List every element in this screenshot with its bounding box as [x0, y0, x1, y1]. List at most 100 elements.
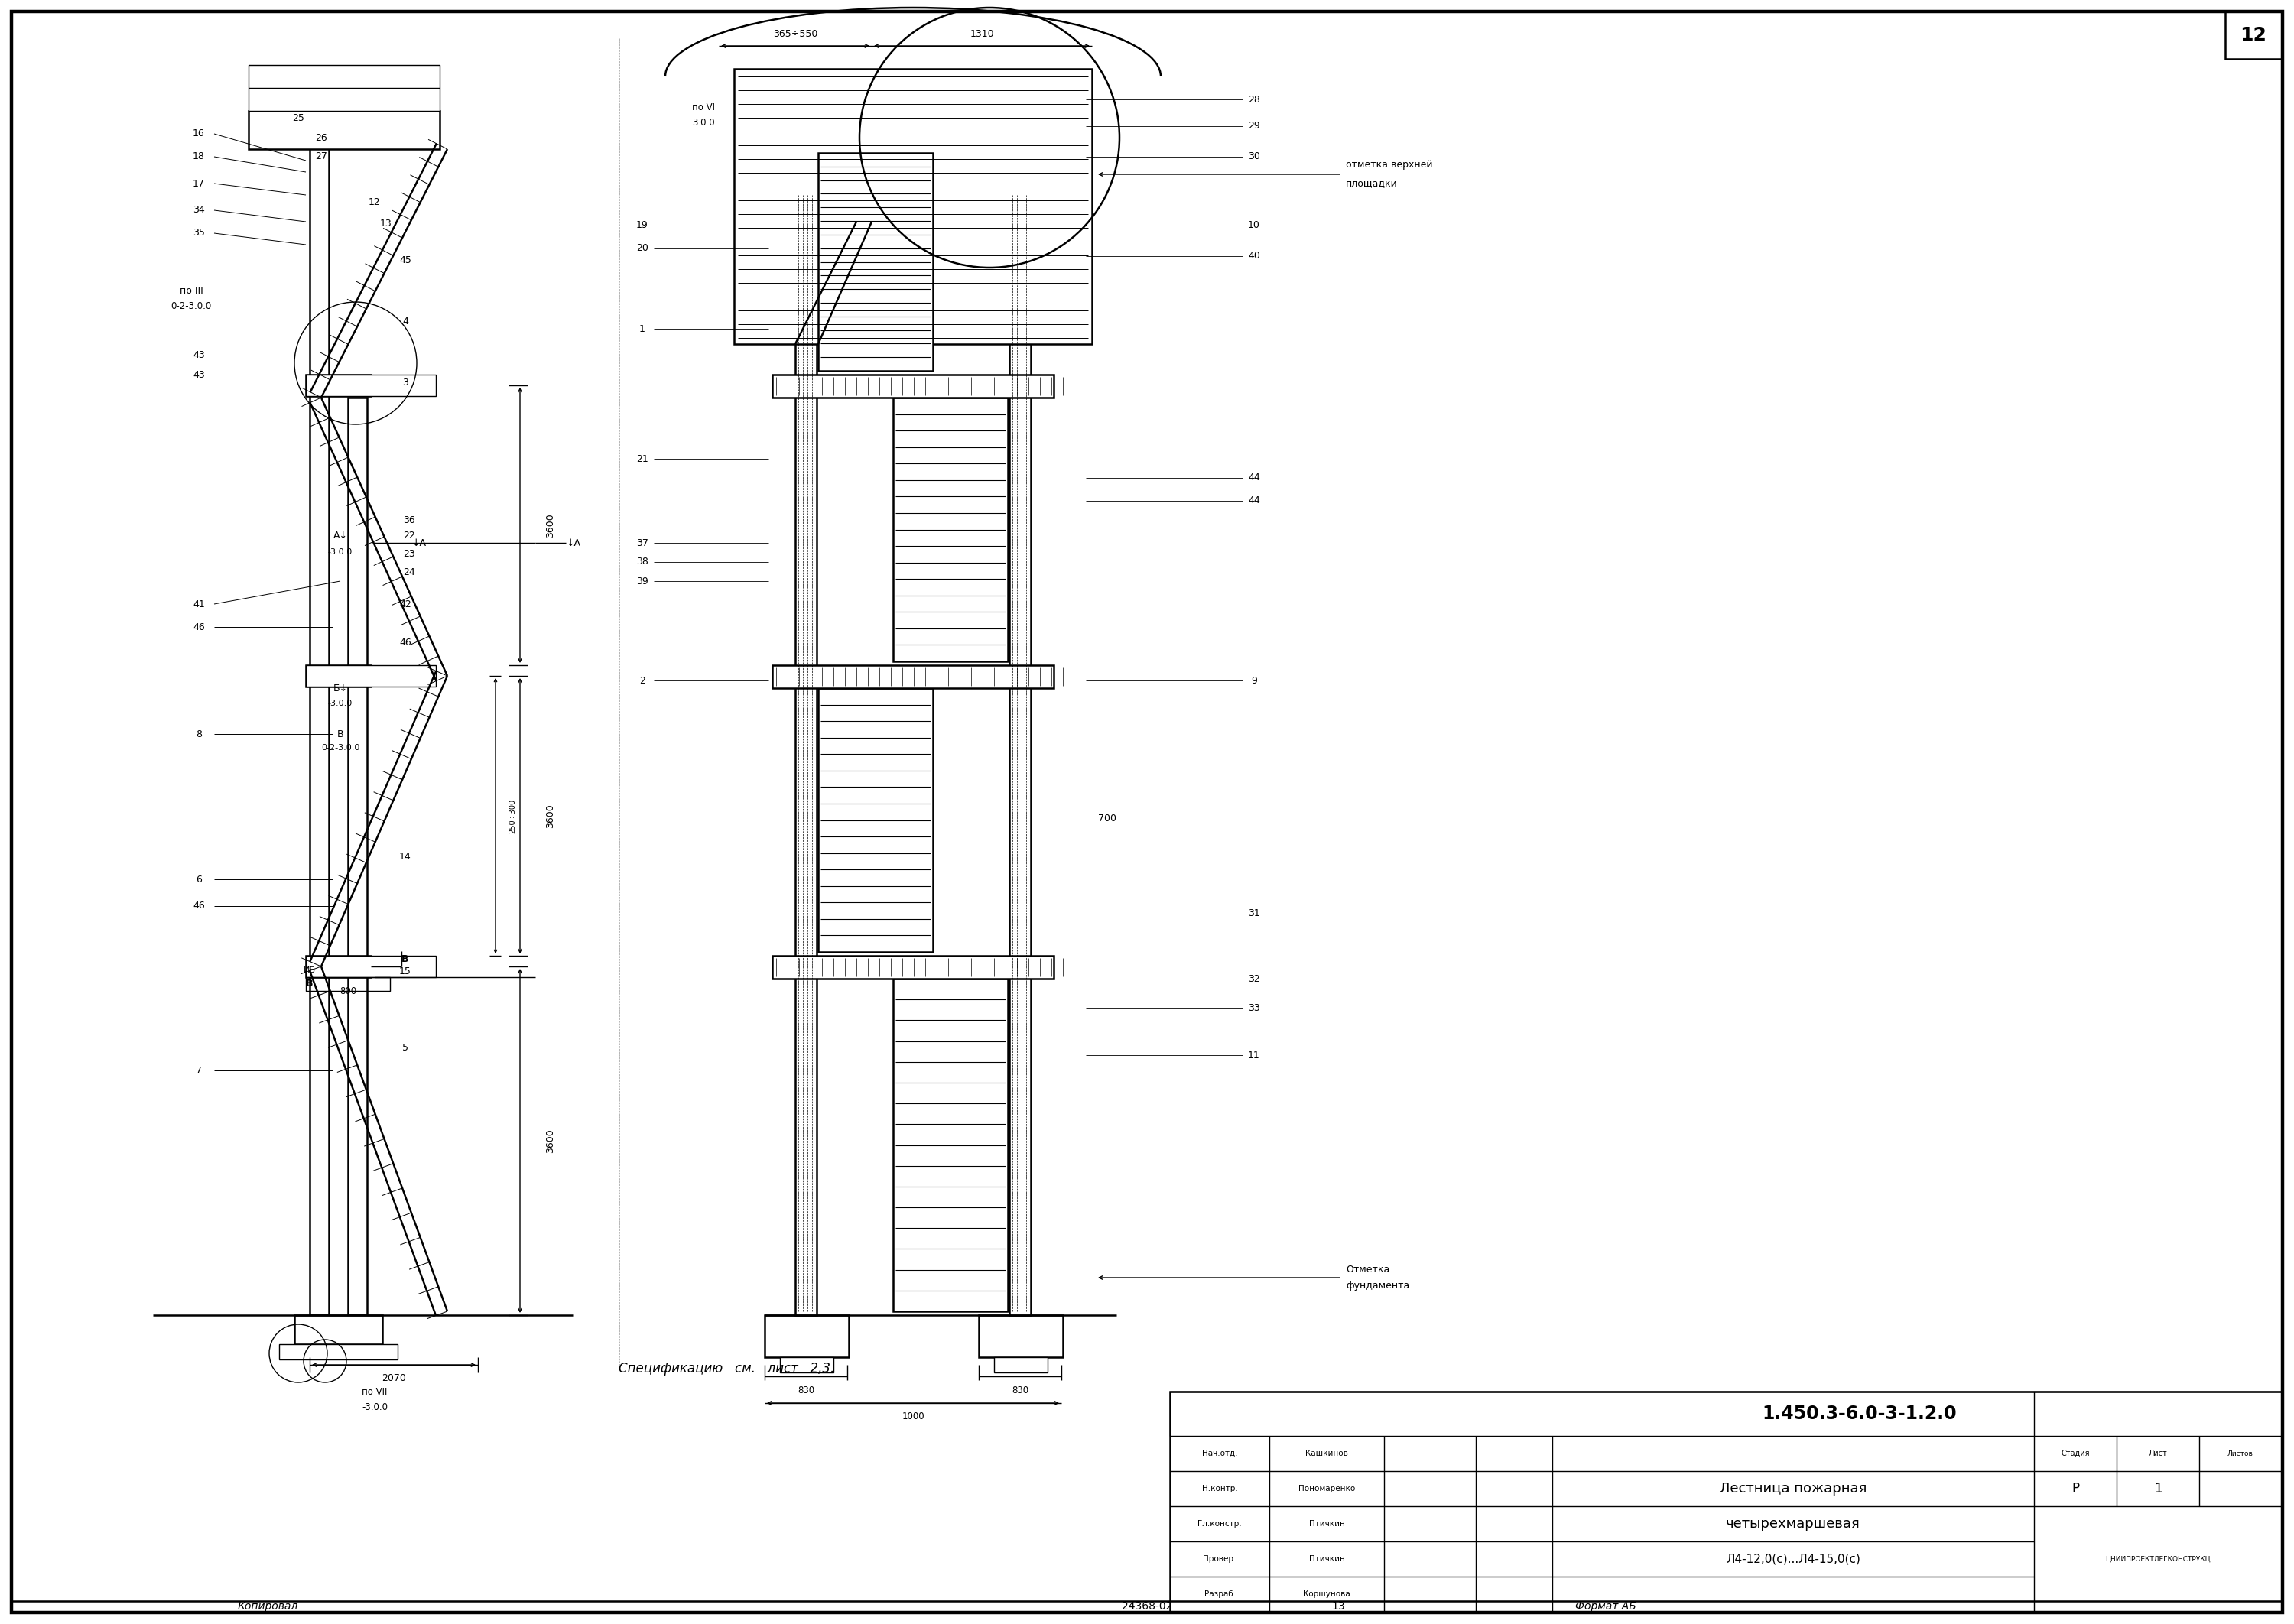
- Bar: [764, 1315, 849, 1358]
- Text: по VII: по VII: [362, 1387, 388, 1397]
- Text: 12: 12: [2241, 26, 2266, 44]
- Text: Гл.констр.: Гл.констр.: [1197, 1520, 1241, 1528]
- Bar: [305, 957, 436, 978]
- Text: ИБ: ИБ: [303, 966, 317, 974]
- Text: 36: 36: [404, 515, 415, 525]
- Text: 830: 830: [798, 1385, 814, 1395]
- Text: 40: 40: [1248, 252, 1259, 261]
- Bar: [305, 375, 436, 396]
- Text: 3600: 3600: [546, 513, 555, 538]
- Text: 28: 28: [1248, 94, 1259, 104]
- Bar: [892, 979, 1007, 1311]
- Text: 43: 43: [193, 370, 204, 380]
- Text: 0-2-3.0.0: 0-2-3.0.0: [321, 744, 360, 752]
- Bar: [1170, 1392, 2283, 1613]
- Text: -3.0.0: -3.0.0: [362, 1402, 388, 1411]
- Text: 33: 33: [1248, 1002, 1259, 1013]
- Text: фундамента: фундамента: [1347, 1281, 1409, 1291]
- Text: A↓: A↓: [333, 531, 349, 541]
- Bar: [305, 666, 436, 687]
- Text: Спецификацию   см.   лист   2,3.: Спецификацию см. лист 2,3.: [619, 1363, 835, 1376]
- Text: 46: 46: [193, 901, 204, 911]
- Text: 23: 23: [404, 549, 415, 559]
- Text: Кашкинов: Кашкинов: [1305, 1450, 1349, 1457]
- Text: B: B: [337, 729, 344, 739]
- Text: 15: 15: [399, 966, 411, 976]
- Bar: [892, 398, 1007, 661]
- Text: 29: 29: [1248, 122, 1259, 132]
- Text: -3.0.0: -3.0.0: [328, 700, 353, 706]
- Text: 17: 17: [193, 179, 204, 188]
- Text: 27: 27: [314, 151, 328, 162]
- Bar: [980, 1315, 1062, 1358]
- Text: 34: 34: [193, 205, 204, 216]
- Text: отметка верхней: отметка верхней: [1347, 159, 1431, 169]
- Text: Копировал: Копировал: [236, 1601, 298, 1611]
- Text: ↓A: ↓A: [567, 538, 580, 547]
- Text: площадки: площадки: [1347, 179, 1397, 188]
- Text: 6: 6: [195, 874, 202, 883]
- Text: 43: 43: [193, 351, 204, 361]
- Bar: [248, 110, 440, 149]
- Text: Стадия: Стадия: [2060, 1450, 2090, 1457]
- Bar: [248, 65, 440, 110]
- Text: 32: 32: [1248, 974, 1259, 984]
- Text: B: B: [305, 978, 314, 989]
- Text: 30: 30: [1248, 151, 1259, 162]
- Text: по III: по III: [179, 286, 202, 296]
- Bar: [294, 1315, 383, 1345]
- Text: 26: 26: [314, 133, 328, 143]
- Bar: [773, 957, 1053, 979]
- Bar: [773, 666, 1053, 689]
- Text: 12: 12: [369, 198, 381, 208]
- Bar: [796, 192, 817, 1315]
- Text: 1.450.3-6.0-3-1.2.0: 1.450.3-6.0-3-1.2.0: [1762, 1405, 1957, 1423]
- Text: 35: 35: [193, 229, 204, 239]
- Text: 31: 31: [1248, 909, 1259, 919]
- Text: 14: 14: [399, 851, 411, 861]
- Bar: [734, 68, 1092, 344]
- Text: 2070: 2070: [381, 1372, 406, 1382]
- Text: -3.0.0: -3.0.0: [328, 549, 353, 555]
- Bar: [305, 957, 372, 978]
- Text: четырехмаршевая: четырехмаршевая: [1725, 1517, 1860, 1531]
- Text: 22: 22: [404, 531, 415, 541]
- Text: 250÷300: 250÷300: [509, 799, 516, 833]
- Bar: [773, 375, 1053, 398]
- Text: Провер.: Провер.: [1202, 1556, 1236, 1562]
- Text: 46: 46: [399, 637, 411, 648]
- Text: 20: 20: [635, 244, 649, 253]
- Text: 13: 13: [1331, 1601, 1344, 1611]
- Text: Лист: Лист: [2149, 1450, 2168, 1457]
- Bar: [305, 375, 372, 396]
- Text: 19: 19: [635, 221, 649, 231]
- Text: 365÷550: 365÷550: [773, 29, 817, 39]
- Bar: [310, 110, 328, 1315]
- Text: 13: 13: [381, 218, 392, 229]
- Text: 25: 25: [291, 114, 305, 123]
- Bar: [819, 689, 934, 952]
- Text: 10: 10: [1248, 221, 1259, 231]
- Text: 1: 1: [2154, 1481, 2161, 1496]
- Text: 9: 9: [1250, 676, 1257, 685]
- Bar: [2225, 11, 2283, 58]
- Text: 24: 24: [404, 567, 415, 577]
- Text: 39: 39: [635, 577, 649, 586]
- Bar: [349, 398, 367, 1315]
- Text: Листов: Листов: [2227, 1450, 2253, 1457]
- Text: 1310: 1310: [970, 29, 993, 39]
- Text: 42: 42: [399, 599, 411, 609]
- Text: 4: 4: [401, 317, 408, 326]
- Text: 2: 2: [640, 676, 645, 685]
- Text: Н.контр.: Н.контр.: [1202, 1484, 1236, 1492]
- Bar: [280, 1345, 397, 1359]
- Text: ЦНИИПРОЕКТЛЕГКОНСТРУКЦ: ЦНИИПРОЕКТЛЕГКОНСТРУКЦ: [2106, 1556, 2211, 1562]
- Text: 5: 5: [401, 1043, 408, 1052]
- Text: Формат АБ: Формат АБ: [1576, 1601, 1636, 1611]
- Text: 45: 45: [399, 255, 411, 265]
- Bar: [1170, 1392, 2283, 1436]
- Text: Б↓: Б↓: [333, 684, 349, 693]
- Bar: [305, 978, 390, 991]
- Text: 1000: 1000: [902, 1411, 924, 1421]
- Text: 3600: 3600: [546, 1129, 555, 1153]
